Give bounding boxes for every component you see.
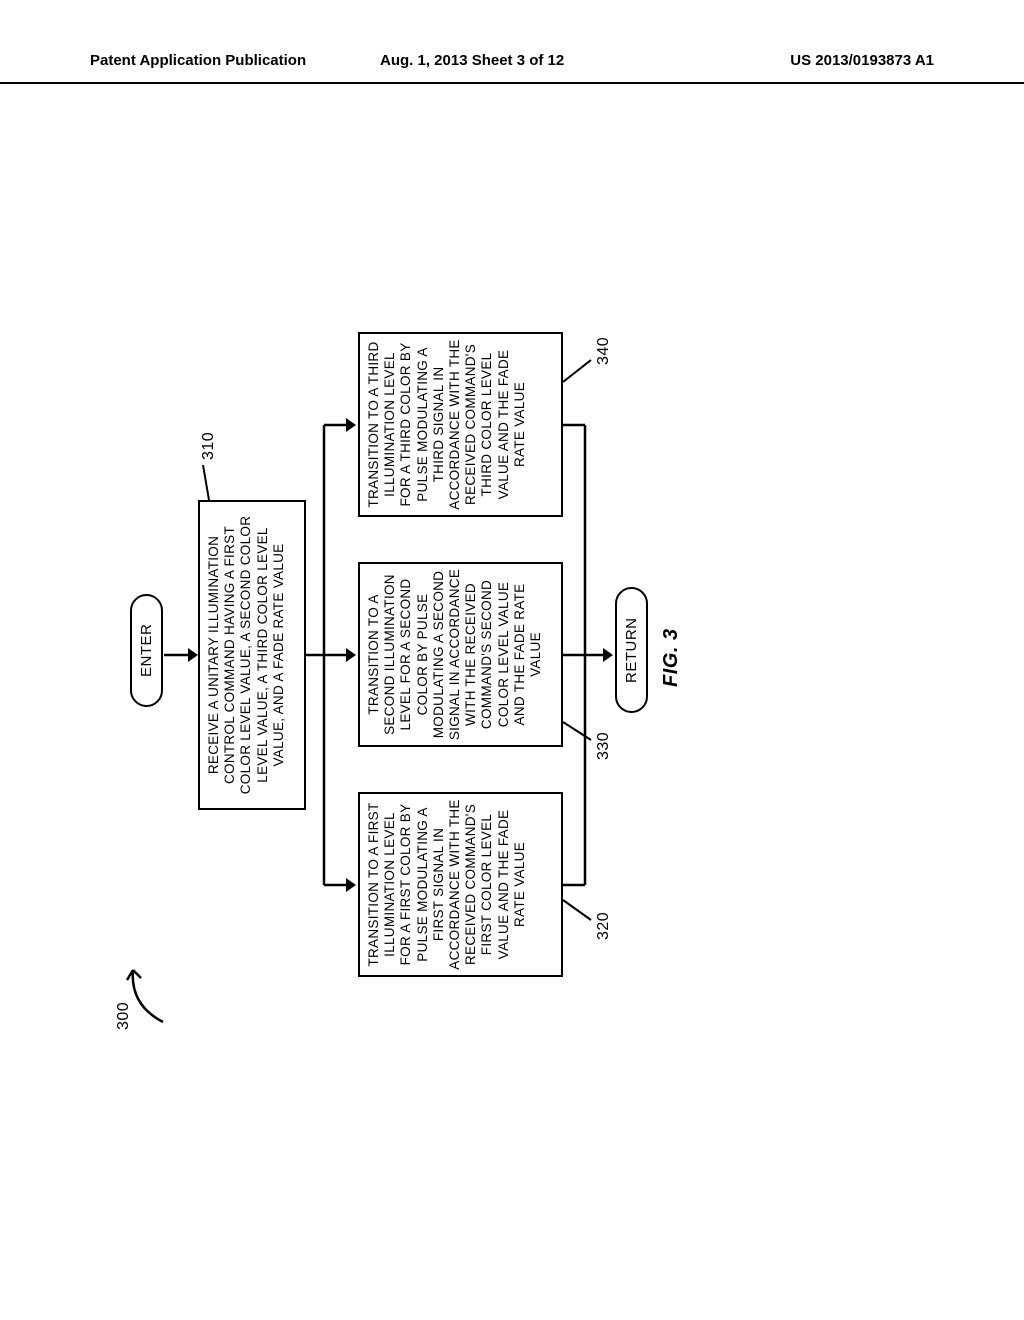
box-330: TRANSITION TO A SECOND ILLUMINATION LEVE… <box>358 562 563 747</box>
box-310: RECEIVE A UNITARY ILLUMINATION CONTROL C… <box>198 500 306 810</box>
merge-connector <box>563 375 623 935</box>
flowchart-fig3: 300 ENTER RECEIVE A UNITARY ILLUMINATION… <box>140 335 820 985</box>
figure-label: FIG. 3 <box>660 628 683 687</box>
ref-300-arrow <box>125 950 185 1030</box>
branch-connector <box>306 375 366 935</box>
page-header: Patent Application Publication Aug. 1, 2… <box>0 52 1024 84</box>
enter-terminal: ENTER <box>130 594 163 707</box>
header-right: US 2013/0193873 A1 <box>790 52 934 69</box>
return-terminal: RETURN <box>615 588 648 714</box>
ref-310-leader <box>195 455 215 500</box>
header-center: Aug. 1, 2013 Sheet 3 of 12 <box>380 52 564 69</box>
header-left: Patent Application Publication <box>90 52 306 69</box>
box-340: TRANSITION TO A THIRD ILLUMINATION LEVEL… <box>358 332 563 517</box>
box-320: TRANSITION TO A FIRST ILLUMINATION LEVEL… <box>358 792 563 977</box>
